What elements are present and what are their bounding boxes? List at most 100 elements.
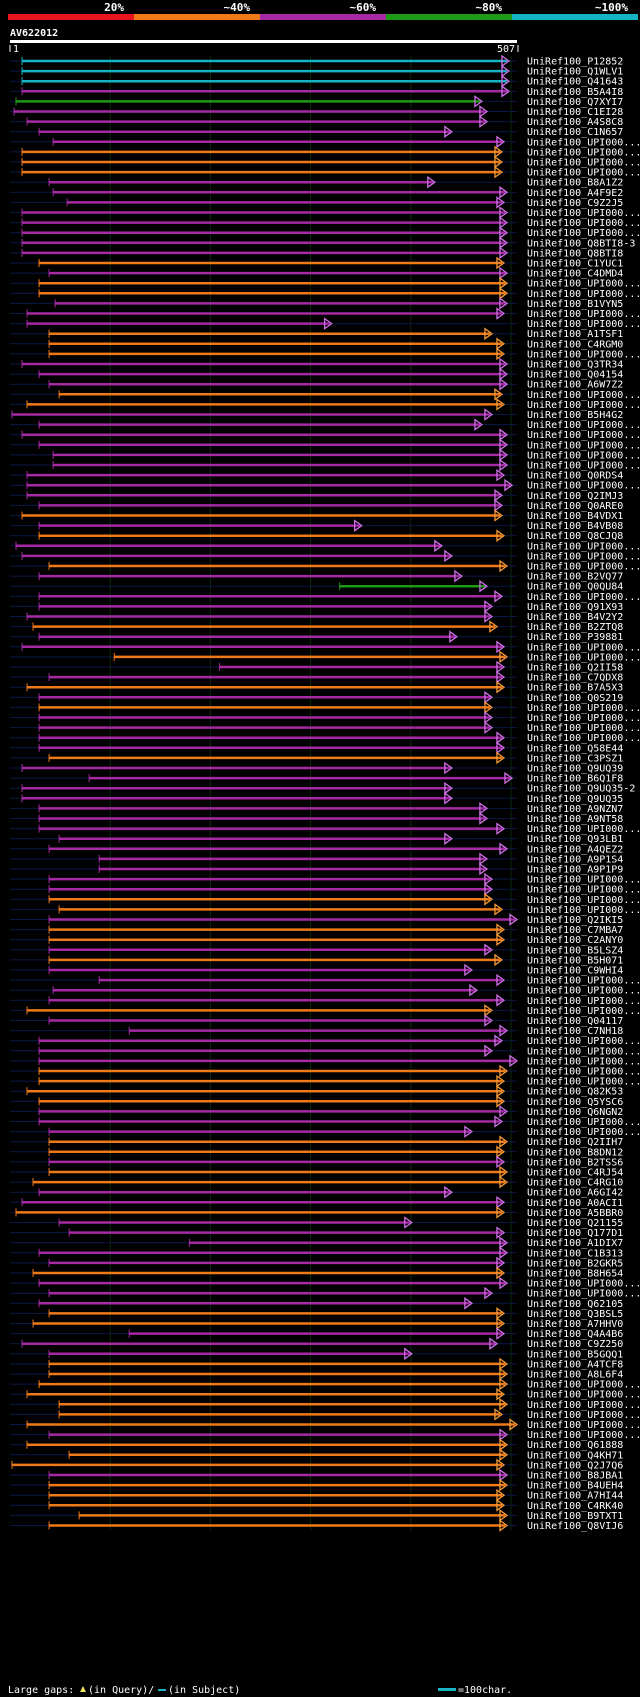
hit-label[interactable]: UniRef100_Q0ARE0: [527, 501, 623, 512]
hit-label[interactable]: UniRef100_Q1WLV1: [527, 67, 623, 78]
hit-label[interactable]: UniRef100_A9P1P9: [527, 865, 623, 876]
hit-label[interactable]: UniRef100_B7A5X3: [527, 683, 623, 694]
hit-label[interactable]: UniRef100_UPI000...: [527, 420, 640, 431]
hit-row[interactable]: UniRef100_Q6NGN2: [10, 1105, 623, 1118]
hit-label[interactable]: UniRef100_Q0S219: [527, 693, 623, 704]
hit-row[interactable]: UniRef100_B5H071: [10, 953, 623, 967]
hit-row[interactable]: UniRef100_UPI000...: [10, 731, 640, 745]
hit-row[interactable]: UniRef100_Q0RDS4: [10, 468, 623, 482]
hit-row[interactable]: UniRef100_C3PSZ1: [10, 751, 623, 765]
hit-row[interactable]: UniRef100_C4RGM0: [10, 337, 623, 351]
hit-label[interactable]: UniRef100_B1VYN5: [527, 299, 623, 310]
hit-row[interactable]: UniRef100_B5GQQ1: [10, 1347, 623, 1361]
hit-row[interactable]: UniRef100_A4QEZ2: [10, 842, 623, 856]
hit-label[interactable]: UniRef100_UPI000...: [527, 976, 640, 987]
hit-label[interactable]: UniRef100_B4UEH4: [527, 1481, 623, 1492]
hit-label[interactable]: UniRef100_UPI000...: [527, 713, 640, 724]
hit-label[interactable]: UniRef100_Q7XYI7: [527, 97, 623, 108]
hit-row[interactable]: UniRef100_Q8CJQ8: [10, 529, 623, 543]
hit-row[interactable]: UniRef100_UPI000...: [10, 903, 640, 916]
hit-label[interactable]: UniRef100_Q3BSL5: [527, 1309, 623, 1320]
hit-row[interactable]: UniRef100_UPI000...: [10, 206, 640, 220]
hit-label[interactable]: UniRef100_UPI000...: [527, 1430, 640, 1441]
hit-row[interactable]: UniRef100_Q1WLV1: [10, 64, 623, 78]
hit-label[interactable]: UniRef100_UPI000...: [527, 996, 640, 1007]
hit-row[interactable]: UniRef100_Q5YSC6: [10, 1095, 623, 1108]
hit-label[interactable]: UniRef100_UPI000...: [527, 1390, 640, 1401]
hit-row[interactable]: UniRef100_UPI000...: [10, 1377, 640, 1391]
hit-row[interactable]: UniRef100_UPI000...: [10, 872, 640, 886]
hit-label[interactable]: UniRef100_A1TSF1: [527, 329, 623, 340]
hit-label[interactable]: UniRef100_A7HI44: [527, 1491, 623, 1502]
hit-label[interactable]: UniRef100_Q04117: [527, 1016, 623, 1027]
hit-row[interactable]: UniRef100_B7A5X3: [10, 680, 623, 694]
hit-row[interactable]: UniRef100_Q8VIJ6: [10, 1519, 623, 1533]
hit-label[interactable]: UniRef100_UPI000...: [527, 1410, 640, 1421]
hit-label[interactable]: UniRef100_P39881: [527, 632, 623, 643]
hit-row[interactable]: UniRef100_B4UEH4: [10, 1478, 623, 1492]
hit-row[interactable]: UniRef100_Q93LB1: [10, 832, 623, 846]
hit-label[interactable]: UniRef100_B4VB08: [527, 521, 623, 532]
hit-label[interactable]: UniRef100_Q8VIJ6: [527, 1521, 623, 1532]
hit-label[interactable]: UniRef100_UPI000...: [527, 430, 640, 441]
hit-label[interactable]: UniRef100_UPI000...: [527, 895, 640, 906]
hit-label[interactable]: UniRef100_A9NZN7: [527, 804, 623, 815]
hit-label[interactable]: UniRef100_UPI000...: [527, 1046, 640, 1057]
hit-row[interactable]: UniRef100_UPI000...: [10, 559, 640, 573]
hit-label[interactable]: UniRef100_Q04154: [527, 370, 623, 381]
hit-label[interactable]: UniRef100_UPI000...: [527, 986, 640, 997]
hit-row[interactable]: UniRef100_UPI000...: [10, 1054, 640, 1068]
hit-row[interactable]: UniRef100_Q04154: [10, 367, 623, 381]
hit-row[interactable]: UniRef100_B2GKR5: [10, 1256, 623, 1270]
hit-label[interactable]: UniRef100_UPI000...: [527, 562, 640, 573]
hit-row[interactable]: UniRef100_UPI000...: [10, 1115, 640, 1129]
hit-row[interactable]: UniRef100_Q2II58: [10, 660, 623, 674]
hit-row[interactable]: UniRef100_UPI000...: [10, 458, 640, 472]
hit-label[interactable]: UniRef100_B8JBA1: [527, 1471, 623, 1482]
hit-label[interactable]: UniRef100_UPI000...: [527, 1289, 640, 1300]
hit-row[interactable]: UniRef100_Q0ARE0: [10, 499, 623, 512]
hit-label[interactable]: UniRef100_A4TCF8: [527, 1359, 623, 1370]
hit-label[interactable]: UniRef100_A0ACI1: [527, 1198, 623, 1209]
hit-label[interactable]: UniRef100_A6W7Z2: [527, 380, 623, 391]
hit-label[interactable]: UniRef100_UPI000...: [527, 349, 640, 360]
hit-label[interactable]: UniRef100_UPI000...: [527, 450, 640, 461]
hit-row[interactable]: UniRef100_P39881: [10, 630, 623, 644]
hit-row[interactable]: UniRef100_UPI000...: [10, 388, 640, 401]
hit-row[interactable]: UniRef100_UPI000...: [10, 276, 640, 290]
hit-label[interactable]: UniRef100_UPI000...: [527, 1279, 640, 1290]
hit-row[interactable]: UniRef100_B5LSZ4: [10, 943, 623, 957]
hit-row[interactable]: UniRef100_UPI000...: [10, 590, 640, 603]
hit-label[interactable]: UniRef100_C7MBA7: [527, 925, 623, 936]
hit-label[interactable]: UniRef100_UPI000...: [527, 1400, 640, 1411]
hit-label[interactable]: UniRef100_B8DN12: [527, 1147, 623, 1158]
hit-row[interactable]: UniRef100_UPI000...: [10, 1004, 640, 1017]
hit-row[interactable]: UniRef100_Q41643: [10, 74, 623, 88]
hit-label[interactable]: UniRef100_UPI000...: [527, 885, 640, 896]
hit-row[interactable]: UniRef100_UPI000...: [10, 1286, 640, 1300]
hit-label[interactable]: UniRef100_C1B313: [527, 1248, 623, 1259]
hit-row[interactable]: UniRef100_A7HHV0: [10, 1317, 623, 1331]
hit-row[interactable]: UniRef100_Q2IKI5: [10, 913, 623, 927]
hit-label[interactable]: UniRef100_Q2IIH7: [527, 1137, 623, 1148]
hit-label[interactable]: UniRef100_UPI000...: [527, 652, 640, 663]
hit-row[interactable]: UniRef100_Q3TR34: [10, 357, 623, 371]
hit-row[interactable]: UniRef100_UPI000...: [10, 1428, 640, 1442]
hit-row[interactable]: UniRef100_Q62105: [10, 1297, 623, 1310]
hit-label[interactable]: UniRef100_UPI000...: [527, 1420, 640, 1431]
hit-label[interactable]: UniRef100_C1YUC1: [527, 259, 623, 270]
hit-row[interactable]: UniRef100_A1DIX7: [10, 1236, 623, 1250]
hit-label[interactable]: UniRef100_Q82K53: [527, 1087, 623, 1098]
hit-row[interactable]: UniRef100_A9NZN7: [10, 802, 623, 815]
hit-row[interactable]: UniRef100_A4TCF8: [10, 1357, 623, 1371]
hit-label[interactable]: UniRef100_Q41643: [527, 77, 623, 88]
hit-row[interactable]: UniRef100_A5BBR0: [10, 1206, 623, 1219]
hit-row[interactable]: UniRef100_Q2J7Q6: [10, 1458, 623, 1472]
hit-label[interactable]: UniRef100_UPI000...: [527, 541, 640, 552]
hit-row[interactable]: UniRef100_B5A4I8: [10, 85, 623, 98]
hit-label[interactable]: UniRef100_UPI000...: [527, 440, 640, 451]
hit-row[interactable]: UniRef100_UPI000...: [10, 1074, 640, 1088]
hit-row[interactable]: UniRef100_UPI000...: [10, 721, 640, 735]
hit-row[interactable]: UniRef100_B8DN12: [10, 1145, 623, 1159]
hit-row[interactable]: UniRef100_UPI000...: [10, 983, 640, 997]
